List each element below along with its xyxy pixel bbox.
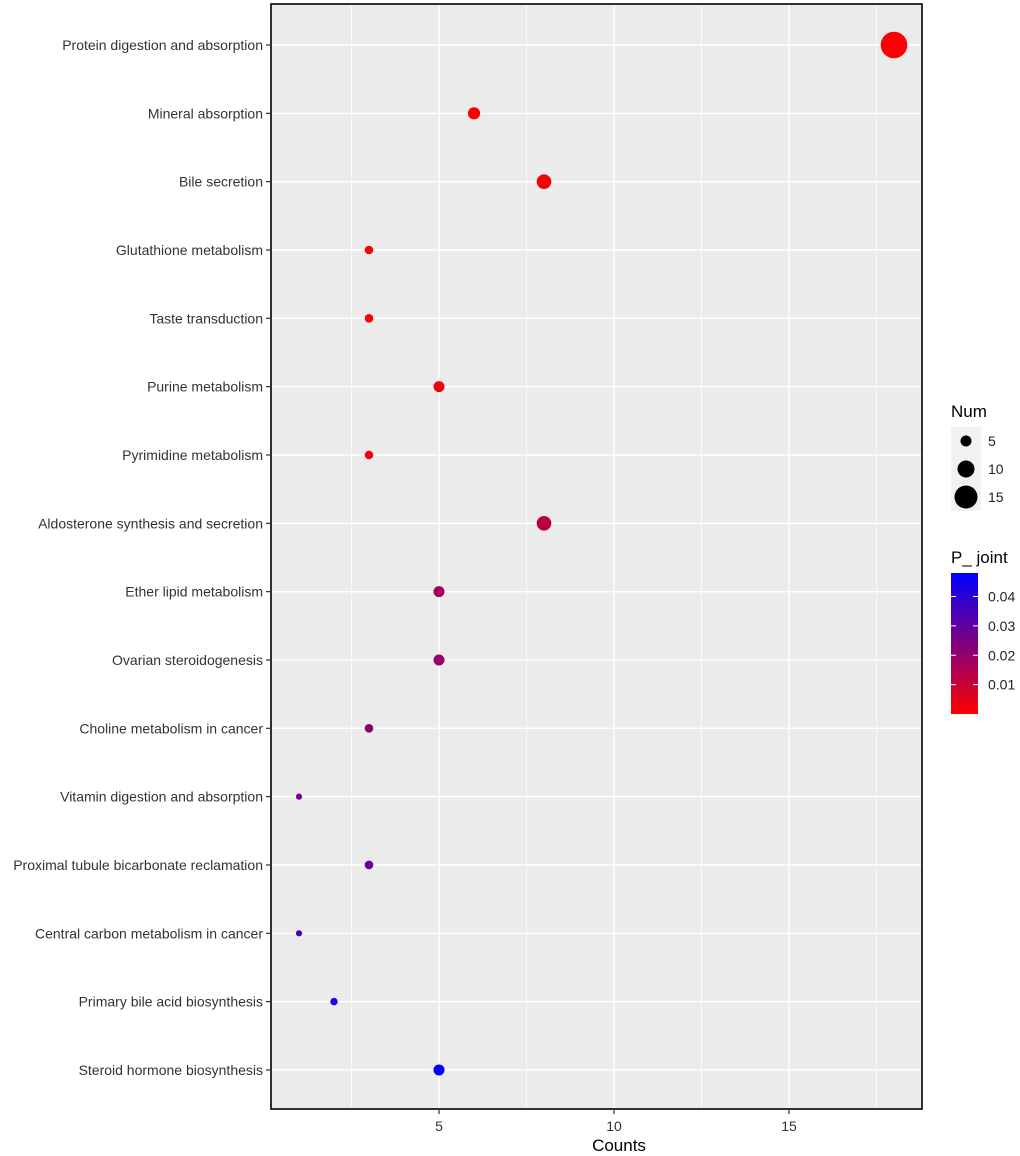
color-legend-bar bbox=[951, 573, 978, 714]
y-tick-label: Choline metabolism in cancer bbox=[79, 720, 263, 736]
color-legend: P_ joint 0.01 0.02 0.03 0.04 bbox=[951, 548, 1015, 714]
data-point bbox=[364, 724, 374, 733]
y-tick-label: Protein digestion and absorption bbox=[62, 37, 263, 53]
data-point bbox=[880, 31, 908, 59]
data-point bbox=[295, 793, 303, 800]
data-point bbox=[433, 1064, 445, 1076]
y-tick-label: Purine metabolism bbox=[147, 379, 263, 395]
data-point bbox=[536, 516, 552, 531]
y-tick-label: Central carbon metabolism in cancer bbox=[35, 925, 263, 941]
data-point bbox=[330, 997, 338, 1006]
y-axis: Protein digestion and absorption Mineral … bbox=[13, 37, 271, 1078]
data-point bbox=[536, 174, 552, 189]
y-tick-label: Bile secretion bbox=[179, 174, 263, 190]
plot-panel bbox=[271, 4, 922, 1109]
data-point bbox=[433, 586, 445, 598]
data-point bbox=[433, 654, 445, 666]
y-tick-label: Pyrimidine metabolism bbox=[122, 447, 263, 463]
color-legend-label: 0.04 bbox=[988, 589, 1015, 605]
y-tick-label: Primary bile acid biosynthesis bbox=[79, 994, 263, 1010]
size-legend-label: 10 bbox=[988, 461, 1004, 477]
color-legend-title: P_ joint bbox=[951, 548, 1008, 567]
y-tick-label: Ether lipid metabolism bbox=[125, 584, 263, 600]
plot-border bbox=[270, 3, 923, 1110]
data-point bbox=[364, 450, 374, 460]
y-tick-label: Ovarian steroidogenesis bbox=[112, 652, 263, 668]
grid-lines bbox=[271, 4, 922, 1109]
y-tick-label: Aldosterone synthesis and secretion bbox=[38, 515, 263, 531]
data-point bbox=[467, 107, 481, 120]
size-legend-key-dot bbox=[960, 435, 972, 447]
size-legend-key-dot bbox=[957, 460, 975, 478]
y-tick-label: Steroid hormone biosynthesis bbox=[79, 1062, 263, 1078]
data-point bbox=[364, 314, 374, 323]
data-point bbox=[295, 930, 303, 937]
data-points bbox=[295, 31, 908, 1076]
x-tick-label: 5 bbox=[435, 1118, 443, 1134]
data-point bbox=[364, 245, 374, 255]
x-axis: 5 10 15 bbox=[435, 1109, 797, 1134]
size-legend-key-dot bbox=[954, 485, 978, 509]
x-axis-title: Counts bbox=[592, 1136, 646, 1155]
size-legend: Num 5 10 15 bbox=[951, 402, 1004, 511]
color-legend-label: 0.02 bbox=[988, 647, 1015, 663]
size-legend-label: 5 bbox=[988, 433, 996, 449]
color-legend-label: 0.01 bbox=[988, 677, 1015, 693]
y-tick-label: Glutathione metabolism bbox=[116, 242, 263, 258]
color-legend-label: 0.03 bbox=[988, 618, 1015, 634]
size-legend-title: Num bbox=[951, 402, 987, 421]
data-point bbox=[433, 381, 445, 393]
y-tick-label: Mineral absorption bbox=[148, 105, 263, 121]
y-tick-label: Taste transduction bbox=[149, 310, 263, 326]
x-tick-label: 15 bbox=[781, 1118, 797, 1134]
size-legend-label: 15 bbox=[988, 489, 1004, 505]
y-tick-label: Proximal tubule bicarbonate reclamation bbox=[13, 857, 263, 873]
y-tick-label: Vitamin digestion and absorption bbox=[60, 789, 263, 805]
data-point bbox=[364, 860, 374, 870]
x-tick-label: 10 bbox=[606, 1118, 622, 1134]
